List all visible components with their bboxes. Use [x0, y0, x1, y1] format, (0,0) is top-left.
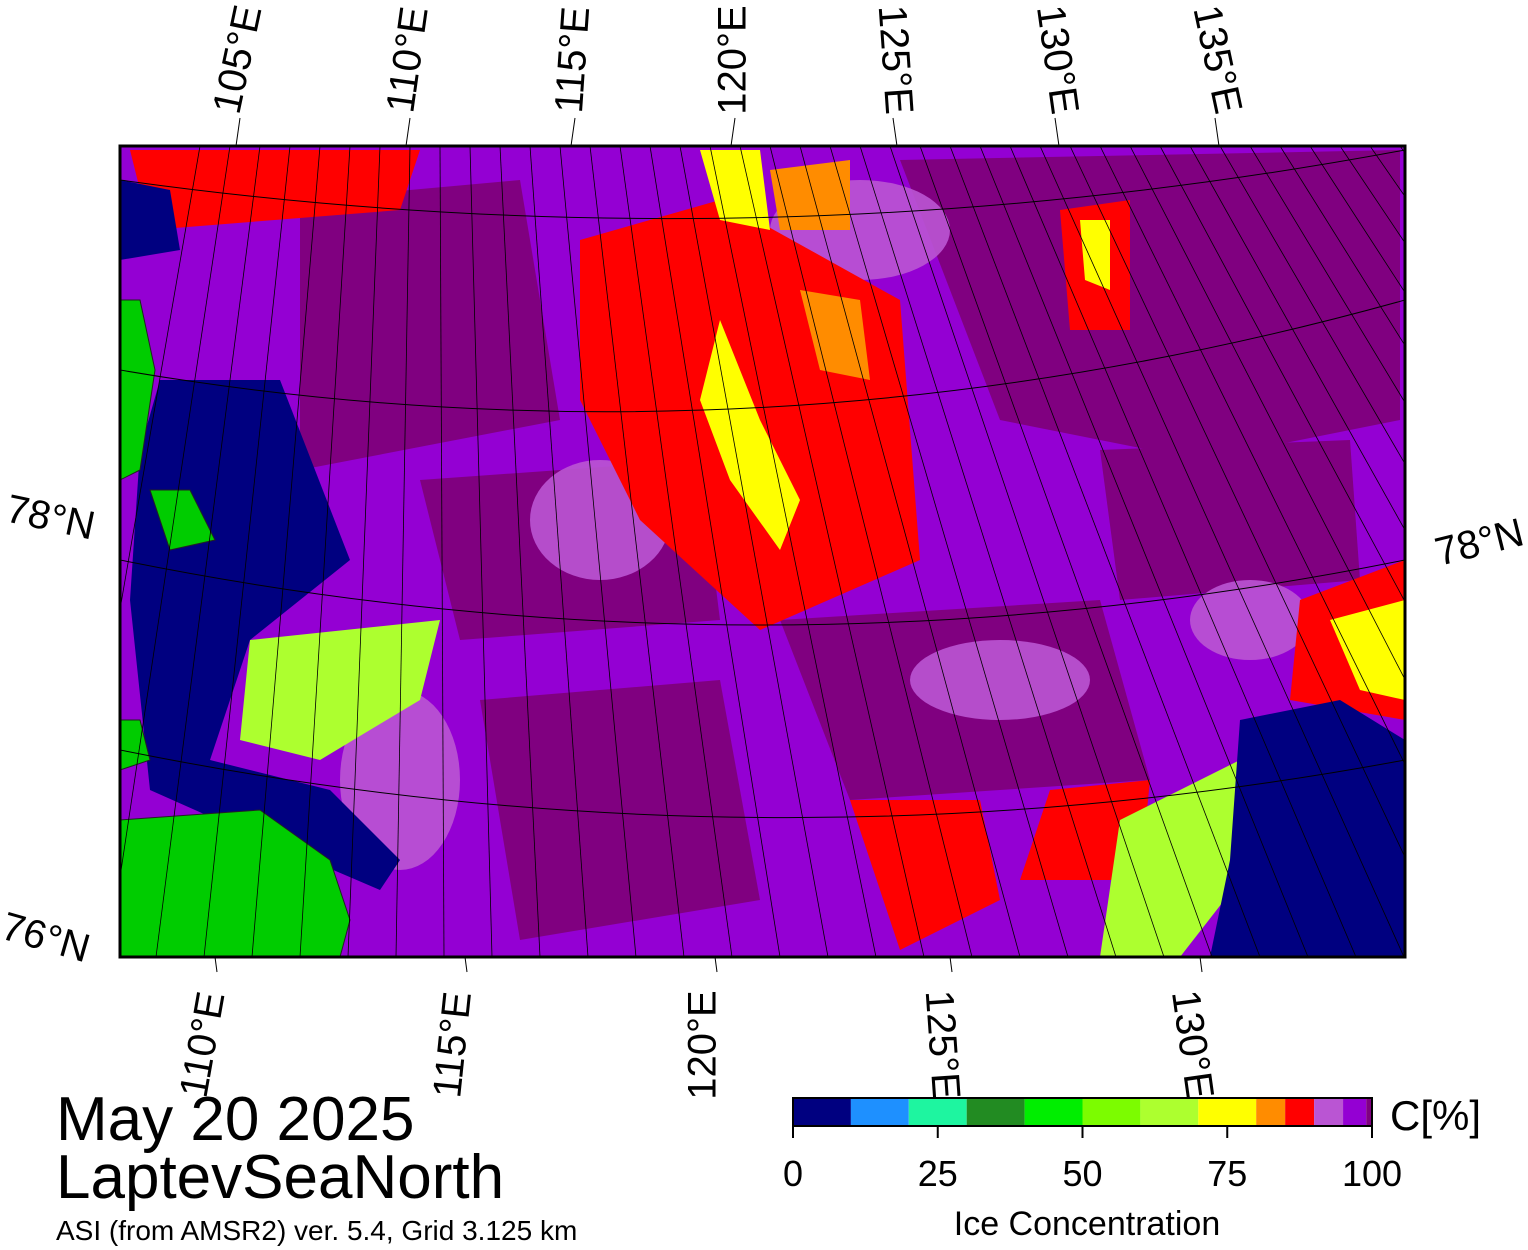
longitude-label: 125°E [917, 989, 969, 1101]
label-tick [1199, 956, 1203, 973]
dense-ice [300, 150, 1400, 940]
land [120, 299, 351, 957]
meridian [1009, 146, 1357, 957]
colorbar-segment [1024, 1098, 1083, 1126]
meridian [1159, 146, 1405, 603]
label-tick [730, 117, 736, 147]
meridian [949, 146, 1261, 957]
region: LaptevSeaNorth [56, 1143, 504, 1212]
label-tick [949, 956, 953, 973]
colorbar-segment [966, 1098, 1025, 1126]
label-tick [235, 117, 241, 147]
colorbar-segment [1314, 1098, 1344, 1126]
longitude-label: 125°E [870, 4, 922, 116]
longitude-label: 115°E [547, 5, 598, 114]
date: May 20 2025 [56, 1085, 414, 1154]
colorbar-segment [1343, 1098, 1367, 1126]
thin-ice [240, 620, 1260, 957]
colorbar-segment [1198, 1098, 1257, 1126]
meridian [559, 146, 637, 957]
colorbar-segment [1256, 1098, 1286, 1126]
meridian [1069, 146, 1405, 859]
longitude-label: 115°E [425, 990, 480, 1100]
label-tick [214, 956, 218, 973]
colorbar-tick-label: 100 [1342, 1153, 1402, 1194]
label-tick [892, 117, 898, 147]
colorbar-segment [908, 1098, 967, 1126]
ice-map [120, 146, 1405, 957]
meridian [1219, 146, 1405, 465]
meridian [589, 146, 685, 957]
meridian [395, 146, 411, 957]
meridian [1039, 146, 1405, 957]
meridian [649, 146, 781, 957]
label-tick [1214, 117, 1220, 147]
colorbar-segment [793, 1098, 851, 1126]
colorbar-label: C[%] [1390, 1092, 1481, 1139]
graticule-meridians [120, 146, 1405, 957]
longitude-label: 135°E [1184, 1, 1250, 117]
orange-ice [770, 160, 870, 380]
colorbar-segment [1140, 1098, 1199, 1126]
colorbar: 0 25 50 75 100 [783, 1097, 1402, 1194]
colorbar-tick-label: 0 [783, 1153, 803, 1194]
meridian [799, 146, 1021, 957]
longitude-label: 130°E [1163, 987, 1222, 1101]
longitude-label: 130°E [1028, 2, 1087, 116]
yellow-ice [700, 150, 1405, 700]
meridian [679, 146, 829, 957]
colorbar-segment [1285, 1098, 1315, 1126]
meridian [889, 146, 1165, 957]
longitude-label: 110°E [378, 4, 436, 116]
latitude-label: 78°N [2, 487, 99, 549]
subtitle: ASI (from AMSR2) ver. 5.4, Grid 3.125 km [56, 1215, 577, 1246]
label-tick [464, 956, 468, 973]
meridian [1309, 146, 1405, 294]
label-tick [570, 117, 576, 147]
meridian [769, 146, 973, 957]
meridian [469, 146, 493, 957]
colorbar-segment [850, 1098, 909, 1126]
colorbar-title: Ice Concentration [954, 1205, 1221, 1243]
latitude-label: 78°N [1431, 510, 1528, 574]
meridian [919, 146, 1213, 957]
meridian [120, 146, 231, 880]
meridian [1249, 146, 1405, 404]
meridian [499, 146, 541, 957]
longitude-label: 110°E [172, 988, 234, 1100]
meridian [529, 146, 589, 957]
meridian [739, 146, 925, 957]
label-tick [405, 117, 411, 147]
meridian [1189, 146, 1405, 531]
map-frame [118, 144, 1407, 959]
meridian [1279, 146, 1405, 347]
meridian [203, 146, 291, 957]
meridian [829, 146, 1069, 957]
colorbar-segment [1082, 1098, 1141, 1126]
label-tick [714, 956, 718, 973]
meridian [251, 146, 321, 957]
meridian [1099, 146, 1405, 766]
longitude-label: 105°E [205, 1, 271, 117]
colorbar-tick-label: 25 [918, 1153, 958, 1194]
meridian [120, 146, 201, 612]
meridian [299, 146, 351, 957]
meridian [1129, 146, 1405, 681]
meridian [439, 146, 445, 957]
meridian [619, 146, 733, 957]
longitude-label: 120°E [681, 990, 725, 1099]
colorbar-segment [1366, 1098, 1372, 1126]
longitude-label: 120°E [711, 5, 755, 114]
meridian [859, 146, 1117, 957]
label-tick [1054, 117, 1060, 147]
meridian [347, 146, 381, 957]
latitude-label: 76°N [0, 904, 95, 971]
colorbar-tick-label: 75 [1207, 1153, 1247, 1194]
meridian [979, 146, 1309, 957]
meridian [709, 146, 877, 957]
colorbar-tick-label: 50 [1062, 1153, 1102, 1194]
meridian [155, 146, 261, 957]
